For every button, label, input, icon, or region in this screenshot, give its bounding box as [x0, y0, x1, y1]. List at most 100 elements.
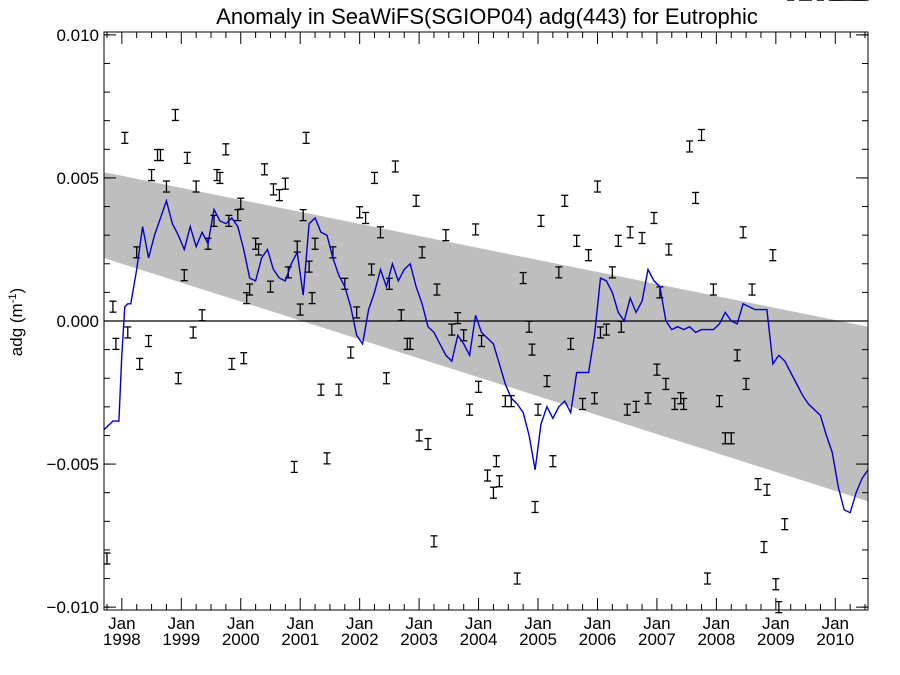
- data-point: [585, 249, 593, 262]
- data-point: [483, 469, 491, 482]
- data-point: [632, 400, 640, 413]
- data-point: [472, 223, 480, 236]
- data-point: [775, 600, 783, 614]
- data-point: [573, 234, 581, 248]
- data-point: [763, 483, 771, 496]
- data-point: [397, 309, 405, 322]
- data-point: [528, 343, 536, 356]
- data-point: [608, 266, 616, 279]
- x-tick-month: Jan: [584, 614, 611, 633]
- data-point: [124, 326, 132, 339]
- x-tick-month: Jan: [524, 614, 551, 633]
- data-point: [433, 283, 441, 296]
- chart-title: Anomaly in SeaWiFS(SGIOP04) adg(443) for…: [216, 4, 758, 29]
- y-axis-label-exponent: -1: [7, 293, 19, 303]
- data-point: [602, 323, 610, 336]
- x-tick-year: 2001: [281, 630, 319, 649]
- data-point: [412, 194, 420, 207]
- x-tick-year: 1998: [103, 630, 141, 649]
- data-point: [531, 500, 539, 514]
- data-point: [335, 383, 343, 396]
- x-tick-year: 2002: [341, 630, 379, 649]
- data-point: [748, 283, 756, 296]
- x-tick-month: Jan: [168, 614, 195, 633]
- data-point: [109, 300, 117, 313]
- data-point: [362, 211, 370, 225]
- x-tick-year: 2000: [222, 630, 260, 649]
- data-point: [579, 397, 587, 411]
- y-tick-label: 0.000: [56, 312, 99, 331]
- data-point: [555, 266, 563, 279]
- data-point: [317, 383, 325, 396]
- y-axis-label: adg (m-1): [7, 288, 26, 356]
- data-point: [171, 108, 179, 122]
- data-point: [222, 143, 230, 156]
- data-point: [148, 168, 156, 182]
- x-tick-year: 2010: [816, 630, 854, 649]
- data-point: [492, 455, 500, 468]
- data-point: [769, 249, 777, 262]
- x-tick-year: 2005: [519, 630, 557, 649]
- data-point: [376, 226, 384, 239]
- data-point: [665, 243, 673, 256]
- x-axis-ticks: Jan1998Jan1999Jan2000Jan2001Jan2002Jan20…: [103, 32, 866, 649]
- y-tick-label: 0.005: [56, 169, 99, 188]
- data-point: [614, 234, 622, 248]
- x-tick-year: 2007: [638, 630, 676, 649]
- data-point: [385, 277, 393, 290]
- data-point: [237, 197, 245, 210]
- data-point: [623, 403, 631, 416]
- data-point: [162, 180, 170, 193]
- data-point: [742, 377, 750, 391]
- data-point: [112, 337, 120, 351]
- data-point: [692, 191, 700, 205]
- data-point: [246, 283, 254, 296]
- y-tick-label: −0.010: [47, 598, 99, 617]
- data-point: [299, 208, 307, 222]
- data-point: [593, 180, 601, 193]
- data-point: [424, 437, 432, 451]
- running-mean-line: [104, 198, 868, 514]
- data-point: [216, 171, 224, 185]
- x-tick-year: 2006: [579, 630, 617, 649]
- data-point: [442, 229, 450, 242]
- data-point: [103, 552, 111, 565]
- y-axis-ticks: 0.010 0.005 0.000 −0.005 −0.010: [47, 26, 868, 617]
- data-point: [715, 394, 723, 408]
- data-point: [156, 148, 164, 162]
- data-point: [255, 243, 263, 256]
- data-point: [781, 518, 789, 531]
- data-point: [644, 392, 652, 405]
- x-tick-month: Jan: [822, 614, 849, 633]
- data-point: [391, 160, 399, 173]
- data-point: [228, 357, 236, 371]
- data-point: [543, 374, 551, 388]
- running-mean-layer: [104, 198, 868, 514]
- data-point: [739, 226, 747, 239]
- data-point: [489, 486, 497, 499]
- data-point: [296, 303, 304, 316]
- y-tick-label: −0.005: [47, 455, 99, 474]
- data-point: [198, 309, 206, 322]
- data-point: [368, 263, 376, 276]
- data-point: [382, 372, 390, 385]
- data-point: [721, 432, 729, 445]
- x-tick-month: Jan: [703, 614, 730, 633]
- x-tick-month: Jan: [286, 614, 313, 633]
- data-point: [430, 535, 438, 548]
- data-point: [192, 180, 200, 193]
- data-point: [269, 183, 277, 196]
- data-point: [347, 346, 355, 359]
- data-point: [650, 211, 658, 225]
- data-point: [671, 397, 679, 411]
- x-tick-year: 2008: [697, 630, 735, 649]
- data-point: [240, 352, 248, 365]
- data-point: [519, 271, 527, 285]
- x-tick-month: Jan: [405, 614, 432, 633]
- x-tick-month: Jan: [227, 614, 254, 633]
- data-point: [653, 363, 661, 376]
- data-point: [760, 540, 768, 554]
- data-point: [591, 392, 599, 405]
- data-point: [281, 177, 289, 190]
- data-point: [406, 337, 414, 351]
